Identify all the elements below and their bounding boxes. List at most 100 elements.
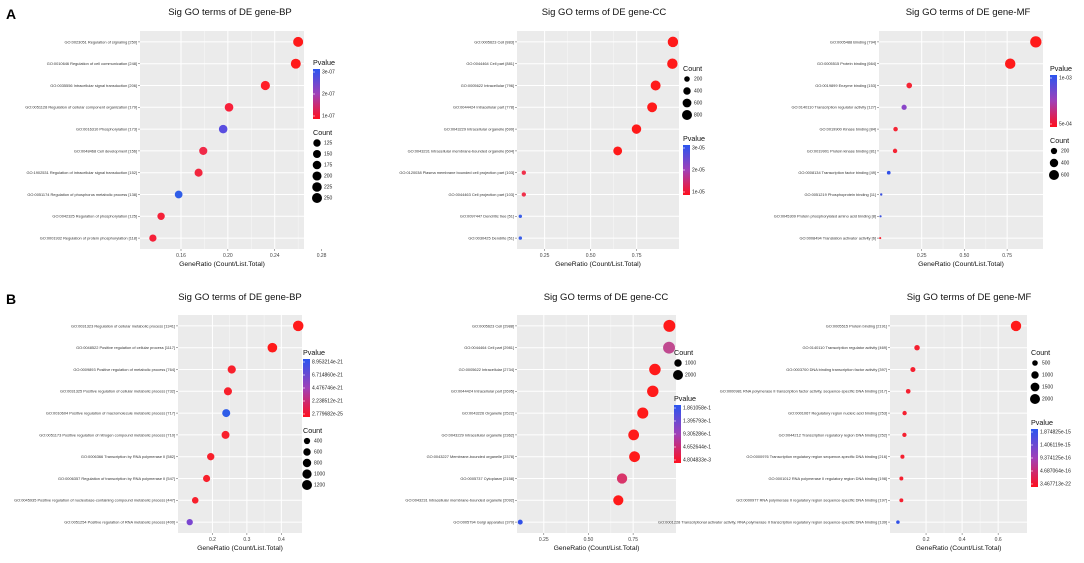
x-axis-label: GeneRatio (Count/List.Total): [197, 545, 283, 552]
term-label: GO:0001932 Regulation of protein phospho…: [40, 236, 137, 241]
term-label: GO:0048468 Cell development [156]: [74, 148, 137, 153]
chart-panel-5: Sig GO terms of DE gene-CC 0.25 0.50 0.75 GO…: [405, 292, 711, 552]
panel-label-a: A: [6, 6, 16, 22]
data-point: [218, 124, 228, 134]
term-label: GO:0005622 Intracellular [2734]: [459, 367, 514, 372]
plot-background: [140, 31, 304, 249]
x-tick-label: 0.25: [540, 253, 550, 259]
pvalue-legend-label: 5e-04: [1059, 122, 1072, 128]
x-axis-label: GeneRatio (Count/List.Total): [918, 261, 1004, 268]
term-label: GO:0043226 Organelle [2522]: [462, 411, 514, 416]
term-label: GO:0005622 Intracellular [796]: [461, 83, 514, 88]
count-legend-key: [1049, 170, 1059, 180]
count-legend-label: 225: [324, 185, 333, 191]
term-label: GO:0044212 Transcription regulatory regi…: [779, 432, 887, 437]
term-label: GO:0005794 Golgi apparatus [370]: [453, 520, 514, 525]
term-label: GO:0140110 Transcription regulator activ…: [803, 345, 888, 350]
pvalue-legend-label: 8.953214e-21: [312, 360, 343, 366]
term-label: GO:0019901 Protein kinase binding [81]: [807, 148, 876, 153]
x-tick-label: 0.2: [209, 537, 216, 543]
data-point: [906, 82, 913, 89]
count-legend-label: 1500: [1042, 385, 1053, 391]
data-point: [203, 474, 211, 483]
pvalue-legend-title: Pvalue: [313, 58, 335, 67]
term-label: GO:0031323 Regulation of cellular metabo…: [71, 323, 175, 328]
data-point: [191, 497, 199, 504]
count-legend-label: 600: [1061, 173, 1070, 179]
data-point: [629, 451, 640, 463]
term-label: GO:0005623 Cell [2988]: [472, 323, 514, 328]
pvalue-legend-label: 3.467713e-22: [1040, 482, 1071, 488]
data-point: [647, 102, 658, 113]
count-legend-label: 400: [694, 89, 703, 95]
pvalue-legend-label: 2.238512e-21: [312, 399, 343, 405]
term-label: GO:0005515 Protein binding [2191]: [826, 323, 887, 328]
pvalue-legend-label: 2e-07: [322, 92, 335, 98]
count-legend-label: 800: [314, 461, 323, 467]
data-point: [616, 473, 628, 484]
data-point: [892, 148, 898, 154]
data-point: [207, 453, 215, 461]
x-axis-label: GeneRatio (Count/List.Total): [554, 545, 640, 552]
term-label: GO:0043229 Intracellular organelle [699]: [444, 127, 514, 132]
pvalue-legend-title: Pvalue: [674, 394, 696, 403]
term-label: GO:0051219 Phosphoprotein binding [11]: [804, 192, 876, 197]
pvalue-legend-label: 1.395793e-1: [683, 419, 711, 425]
x-tick-label: 0.50: [586, 253, 596, 259]
x-tick-label: 0.2: [923, 537, 930, 543]
term-label: GO:0044464 Cell part [2981]: [464, 345, 514, 350]
term-label: GO:0097447 Dendritic tree [51]: [460, 214, 514, 219]
chart-title: Sig GO terms of DE gene-MF: [906, 7, 1031, 18]
data-point: [149, 234, 157, 242]
data-point: [227, 365, 236, 374]
term-label: GO:0005737 Cytoplasm [2158]: [460, 476, 514, 481]
count-legend-key: [683, 87, 691, 95]
term-label: GO:0019900 Kinase binding [84]: [820, 127, 876, 132]
data-point: [186, 518, 193, 526]
data-point: [899, 498, 904, 503]
data-point: [637, 407, 649, 419]
count-legend-key: [302, 458, 312, 468]
pvalue-legend-label: 6.714860e-21: [312, 373, 343, 379]
pvalue-legend-label: 1.861058e-1: [683, 406, 711, 412]
term-label: GO:0120038 Plasma membrane bounded cell …: [399, 170, 514, 175]
term-label: GO:0035556 Intracellular signal transduc…: [50, 83, 137, 88]
term-label: GO:0044424 Intracellular part [2695]: [451, 389, 514, 394]
pvalue-legend-label: 4.476746e-21: [312, 386, 343, 392]
pvalue-legend-label: 1.406119e-15: [1040, 443, 1071, 449]
count-legend-label: 1000: [1042, 373, 1053, 379]
count-legend-key: [302, 469, 312, 479]
count-legend-label: 400: [1061, 161, 1070, 167]
term-label: GO:0044464 Cell part [881]: [466, 61, 514, 66]
count-legend-label: 150: [324, 152, 333, 158]
x-tick-label: 0.75: [628, 537, 638, 543]
pvalue-colorbar: [303, 359, 310, 417]
x-tick-label: 0.25: [917, 253, 927, 259]
pvalue-colorbar: [1031, 429, 1038, 487]
term-label: GO:0006357 Regulation of transcription b…: [58, 476, 175, 481]
count-legend-label: 200: [1061, 149, 1070, 155]
count-legend-title: Count: [1050, 136, 1069, 145]
pvalue-legend-label: 4.687064e-16: [1040, 469, 1071, 475]
pvalue-legend-title: Pvalue: [303, 348, 325, 357]
pvalue-legend-label: 4.804833e-3: [683, 458, 711, 464]
chart-title: Sig GO terms of DE gene-BP: [178, 292, 302, 303]
pvalue-legend-title: Pvalue: [1050, 64, 1072, 73]
term-label: GO:0001228 Transcriptional activator act…: [658, 520, 887, 525]
data-point: [1030, 36, 1042, 48]
x-axis-label: GeneRatio (Count/List.Total): [916, 545, 1002, 552]
term-label: GO:0000977 RNA polymerase II regulatory …: [736, 498, 887, 503]
term-label: GO:0010646 Regulation of cell communicat…: [47, 61, 137, 66]
x-tick-label: 0.20: [223, 253, 233, 259]
data-point: [914, 344, 920, 351]
data-point: [290, 58, 301, 69]
data-point: [521, 170, 526, 175]
data-point: [174, 190, 183, 199]
data-point: [896, 520, 900, 524]
count-legend-key: [1049, 158, 1059, 168]
x-tick-label: 0.16: [176, 253, 186, 259]
count-legend-key: [312, 193, 322, 203]
chart-title: Sig GO terms of DE gene-CC: [542, 7, 667, 18]
data-point: [1004, 58, 1016, 69]
data-point: [886, 170, 891, 175]
